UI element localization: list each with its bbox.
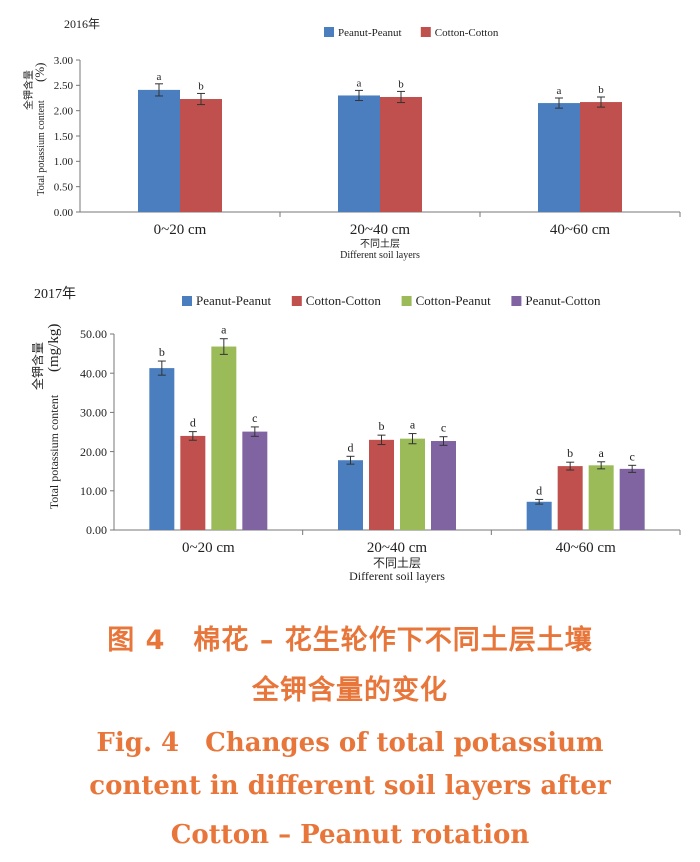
bar [580,102,622,212]
significance-letter: b [567,446,573,460]
caption-cn-line2: 全钾含量的变化 [252,675,448,706]
y-axis-title-group: Total potassium content (%)全钾含量 [22,63,47,196]
x-category-label: 20~40 cm [350,222,411,238]
caption-en-line2: content in different soil layers after [89,771,611,801]
significance-letter: a [357,77,362,89]
significance-letter: a [557,85,562,97]
significance-letter: a [410,418,416,432]
legend-swatch [182,296,192,306]
legend-label: Cotton-Cotton [435,27,499,39]
y-tick-label: 1.00 [54,156,74,168]
bar [369,439,394,530]
legend-swatch [324,27,334,37]
bar [211,346,237,530]
significance-letter: b [159,345,165,359]
bar [619,468,645,530]
significance-letter: b [598,84,604,96]
y-tick-label: 3.00 [54,55,74,67]
year-label: 2017年 [34,286,76,302]
bar [380,96,422,212]
x-axis-title: Different soil layers [340,250,420,261]
x-axis-title-cn: 不同土层 [373,556,421,570]
y-axis-title: Total potassium content [36,100,47,196]
legend-swatch [420,27,431,37]
significance-letter: d [348,440,354,454]
legend-label: Peanut-Cotton [525,293,601,308]
significance-letter: b [398,78,404,90]
x-category-label: 40~60 cm [550,222,611,238]
y-axis-unit: (%) [32,63,47,83]
y-axis-title: Total potassium content [47,394,61,509]
significance-letter: c [252,411,257,425]
bar [338,460,363,530]
year-label: 2016年 [64,17,100,31]
bar [557,466,583,530]
legend-swatch [511,296,522,306]
significance-letter: a [157,71,162,83]
y-tick-label: 10.00 [80,484,107,498]
y-tick-label: 30.00 [80,406,107,420]
y-tick-label: 50.00 [80,327,107,341]
legend-label: Cotton-Cotton [306,293,382,308]
significance-letter: b [198,80,204,92]
bar [400,438,425,530]
y-axis-title-cn: 全钾含量 [30,342,45,390]
y-tick-label: 1.50 [54,131,74,143]
bar [526,501,552,530]
chart-2017: 2017年 0.00 10.00 20.00 30.00 40.00 50.00 b d d d b b… [30,286,681,583]
significance-letter: a [599,446,605,460]
x-category-label: 0~20 cm [154,222,207,238]
y-axis-title-group: Total potassium content (mg/kg)全钾含量 [30,324,62,510]
legend-swatch [401,296,412,306]
legend-label: Peanut-Peanut [338,27,402,39]
x-axis-title-cn: 不同土层 [360,237,400,250]
bar [149,368,175,530]
legend-label: Peanut-Peanut [196,293,271,308]
significance-letter: b [379,419,385,433]
y-tick-label: 20.00 [80,445,107,459]
y-tick-label: 40.00 [80,366,107,380]
y-tick-label: 2.50 [54,80,74,92]
legend-label: Cotton-Peanut [416,293,491,308]
significance-letter: c [441,421,446,435]
y-tick-label: 0.50 [54,182,74,194]
legend-swatch [291,296,302,306]
x-category-label: 0~20 cm [182,540,235,556]
bar [180,99,222,212]
significance-letter: a [221,323,227,337]
y-axis-unit: (mg/kg) [46,324,62,372]
significance-letter: d [190,416,196,430]
caption-en-line3: Cotton – Peanut rotation [170,820,530,850]
bar [242,431,268,530]
chart-2016: 2016年 0.00 0.50 1.00 1.50 2.00 2.50 3.00 a a a b b b 0… [22,17,681,261]
bar [338,95,380,212]
caption-cn-line1: 图 4 棉花 – 花生轮作下不同土层土壤 [107,625,593,656]
significance-letter: d [536,483,542,497]
y-tick-label: 0.00 [86,523,107,537]
significance-letter: c [630,449,635,463]
bar [180,435,206,530]
y-axis-title-cn: 全钾含量 [22,70,35,110]
bar [538,103,580,212]
bar [588,465,614,530]
caption-en-line1: Fig. 4 Changes of total potassium [96,728,604,758]
bar [431,441,456,530]
x-axis-title: Different soil layers [349,569,445,583]
bar [138,89,180,212]
x-category-label: 20~40 cm [367,540,428,556]
y-tick-label: 2.00 [54,106,74,118]
x-category-label: 40~60 cm [556,540,617,556]
y-tick-label: 0.00 [54,207,74,219]
